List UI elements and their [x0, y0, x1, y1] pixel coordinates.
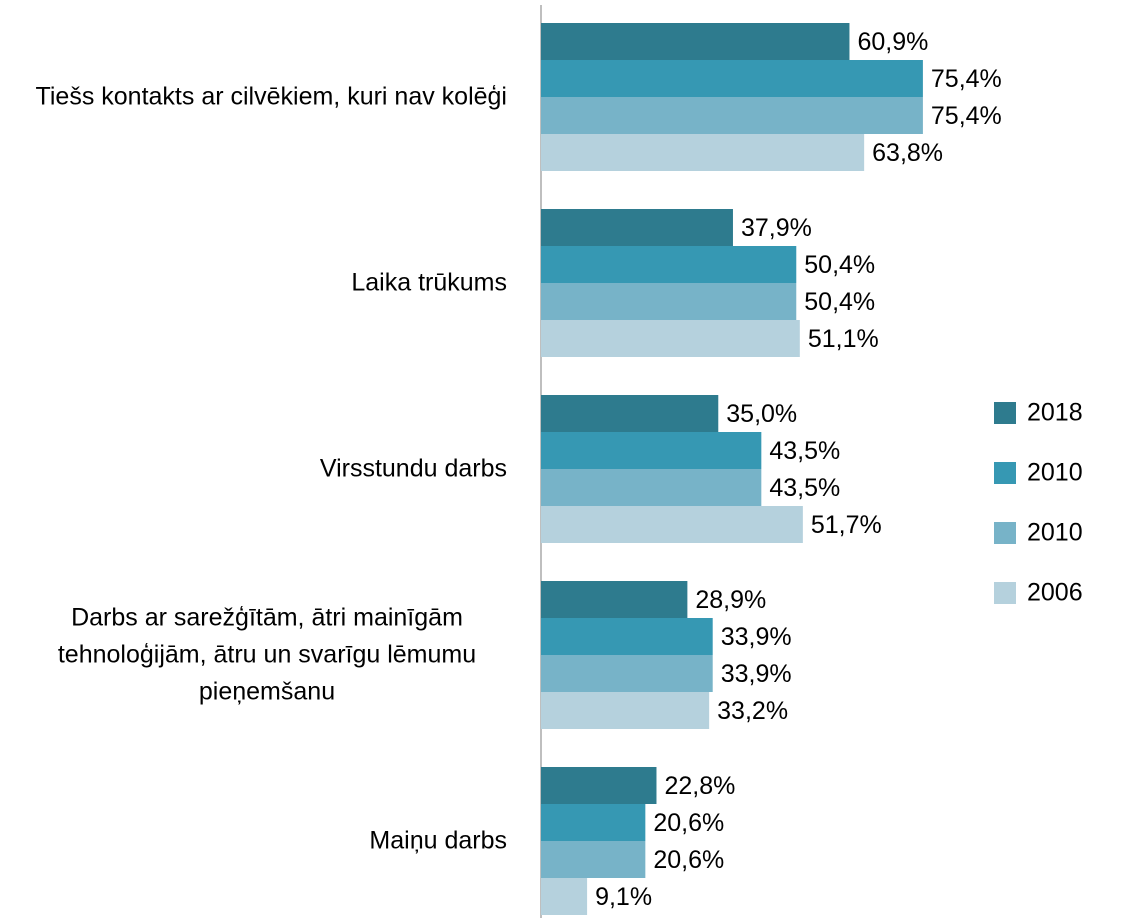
value-label: 50,4% [804, 251, 875, 279]
bar [541, 246, 797, 283]
category-label: Darbs ar sarežģītām, ātri mainīgām tehno… [57, 603, 477, 706]
bar [541, 97, 923, 134]
value-label: 43,5% [769, 437, 840, 465]
bar [541, 692, 710, 729]
value-label: 51,7% [811, 511, 882, 539]
value-label: 50,4% [804, 288, 875, 316]
bar [541, 841, 646, 878]
bar [541, 23, 850, 60]
value-label: 37,9% [741, 214, 812, 242]
bar [541, 581, 688, 618]
value-label: 63,8% [872, 139, 943, 167]
bar [541, 432, 762, 469]
bar [541, 283, 797, 320]
value-label: 22,8% [664, 772, 735, 800]
value-label: 33,2% [717, 697, 788, 725]
category-label: Virsstundu darbs [319, 454, 507, 483]
legend-label: 2010 [1027, 519, 1083, 547]
value-label: 60,9% [857, 28, 928, 56]
value-label: 33,9% [721, 660, 792, 688]
legend-swatch [994, 402, 1016, 424]
category-label: Laika trūkums [351, 268, 507, 297]
bar [541, 767, 657, 804]
value-label: 9,1% [595, 883, 652, 911]
value-label: 43,5% [769, 474, 840, 502]
bar [541, 506, 803, 543]
value-label: 75,4% [931, 102, 1002, 130]
bar [541, 804, 646, 841]
bar [541, 209, 733, 246]
legend-label: 2018 [1027, 399, 1083, 427]
bar [541, 395, 719, 432]
bar [541, 618, 713, 655]
legend-label: 2006 [1027, 579, 1083, 607]
bar [541, 469, 762, 506]
value-label: 20,6% [653, 846, 724, 874]
bar [541, 320, 800, 357]
value-label: 75,4% [931, 65, 1002, 93]
legend-swatch [994, 582, 1016, 604]
legend-swatch [994, 462, 1016, 484]
value-label: 20,6% [653, 809, 724, 837]
value-label: 28,9% [695, 586, 766, 614]
category-label: Tiešs kontakts ar cilvēkiem, kuri nav ko… [35, 82, 507, 111]
bar [541, 60, 923, 97]
category-label: Maiņu darbs [369, 826, 507, 855]
value-label: 35,0% [726, 400, 797, 428]
bar [541, 878, 588, 915]
legend-swatch [994, 522, 1016, 544]
legend-label: 2010 [1027, 459, 1083, 487]
bar [541, 134, 865, 171]
value-label: 51,1% [808, 325, 879, 353]
value-label: 33,9% [721, 623, 792, 651]
bar [541, 655, 713, 692]
